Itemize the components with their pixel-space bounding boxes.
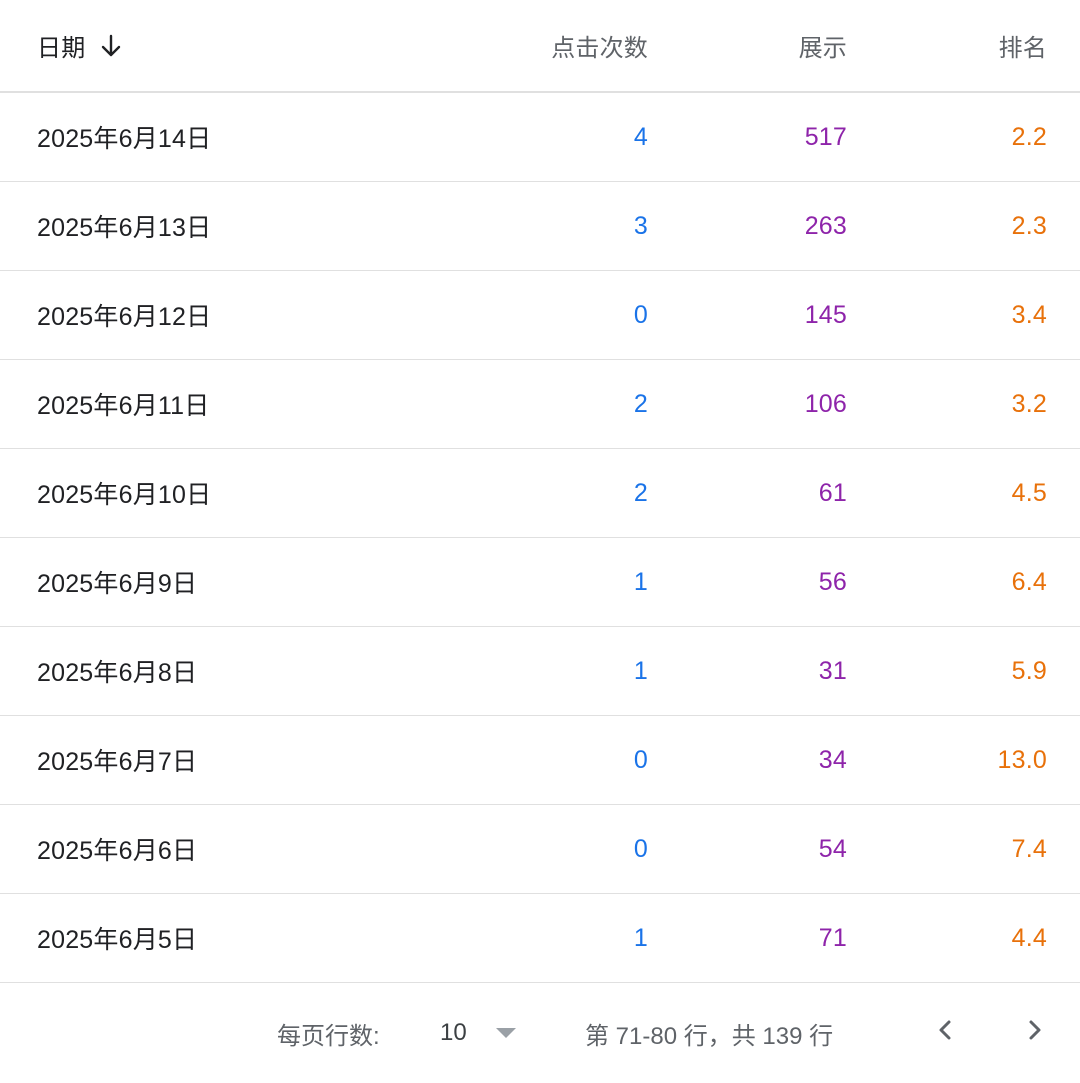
caret-down-icon	[495, 1027, 517, 1039]
date-cell: 2025年6月11日	[37, 392, 210, 420]
clicks-cell: 2	[633, 478, 648, 507]
date-cell: 2025年6月6日	[37, 837, 198, 865]
table-row: 2025年6月7日 0 34 13.0	[0, 716, 1080, 805]
date-cell: 2025年6月8日	[37, 659, 198, 687]
table-row: 2025年6月6日 0 54 7.4	[0, 805, 1080, 894]
previous-page-button[interactable]	[930, 983, 960, 1083]
impressions-cell: 517	[804, 122, 847, 151]
position-cell: 2.3	[1011, 211, 1047, 240]
position-cell: 2.2	[1011, 122, 1047, 151]
table-row: 2025年6月14日 4 517 2.2	[0, 93, 1080, 182]
clicks-cell: 0	[633, 834, 648, 863]
rows-per-page-select[interactable]: 10	[440, 983, 517, 1083]
date-cell: 2025年6月13日	[37, 214, 212, 242]
column-header-date[interactable]: 日期	[37, 0, 123, 91]
table-row: 2025年6月13日 3 263 2.3	[0, 182, 1080, 271]
date-cell: 2025年6月10日	[37, 481, 212, 509]
column-header-clicks[interactable]: 点击次数	[551, 35, 648, 62]
impressions-cell: 34	[818, 745, 847, 774]
impressions-cell: 106	[804, 389, 847, 418]
impressions-cell: 31	[818, 656, 847, 685]
position-cell: 13.0	[997, 745, 1047, 774]
date-cell: 2025年6月5日	[37, 926, 198, 954]
table-header: 日期 点击次数 展示 排名	[0, 0, 1080, 93]
table-row: 2025年6月8日 1 31 5.9	[0, 627, 1080, 716]
table-row: 2025年6月11日 2 106 3.2	[0, 360, 1080, 449]
position-cell: 4.5	[1011, 478, 1047, 507]
position-cell: 3.4	[1011, 300, 1047, 329]
impressions-cell: 54	[818, 834, 847, 863]
date-cell: 2025年6月9日	[37, 570, 198, 598]
date-cell: 2025年6月12日	[37, 303, 212, 331]
clicks-cell: 0	[633, 300, 648, 329]
clicks-cell: 2	[633, 389, 648, 418]
position-cell: 6.4	[1011, 567, 1047, 596]
column-header-impressions[interactable]: 展示	[798, 35, 847, 62]
column-header-date-label: 日期	[37, 35, 86, 62]
table-row: 2025年6月5日 1 71 4.4	[0, 894, 1080, 983]
date-cell: 2025年6月7日	[37, 748, 198, 776]
rows-per-page-label: 每页行数:	[277, 1022, 380, 1050]
rows-per-page-value: 10	[440, 1019, 467, 1046]
table-row: 2025年6月12日 0 145 3.4	[0, 271, 1080, 360]
clicks-cell: 1	[633, 923, 648, 952]
table-row: 2025年6月10日 2 61 4.5	[0, 449, 1080, 538]
clicks-cell: 3	[633, 211, 648, 240]
page-range-text: 第 71-80 行，共 139 行	[585, 1022, 834, 1050]
table-row: 2025年6月9日 1 56 6.4	[0, 538, 1080, 627]
next-page-button[interactable]	[1020, 983, 1050, 1083]
position-cell: 7.4	[1011, 834, 1047, 863]
position-cell: 5.9	[1011, 656, 1047, 685]
clicks-cell: 1	[633, 567, 648, 596]
impressions-cell: 71	[818, 923, 847, 952]
chevron-left-icon	[930, 1015, 960, 1052]
impressions-cell: 61	[818, 478, 847, 507]
impressions-cell: 145	[804, 300, 847, 329]
table-footer: 每页行数: 10 第 71-80 行，共 139 行	[0, 983, 1080, 1083]
date-cell: 2025年6月14日	[37, 125, 212, 153]
chevron-right-icon	[1020, 1015, 1050, 1052]
clicks-cell: 4	[633, 122, 648, 151]
position-cell: 3.2	[1011, 389, 1047, 418]
clicks-cell: 0	[633, 745, 648, 774]
position-cell: 4.4	[1011, 923, 1047, 952]
column-header-position[interactable]: 排名	[998, 35, 1047, 62]
arrow-down-icon	[99, 33, 123, 59]
impressions-cell: 263	[804, 211, 847, 240]
clicks-cell: 1	[633, 656, 648, 685]
impressions-cell: 56	[818, 567, 847, 596]
